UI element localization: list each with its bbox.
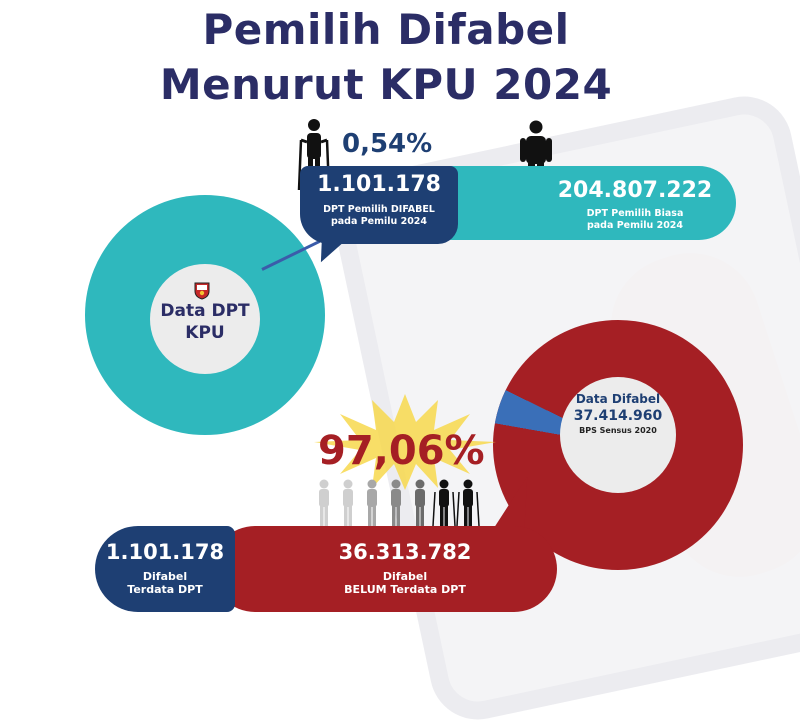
difabel-percentage: 0,54% <box>342 129 433 159</box>
unregistered-difabel-label-line2: BELUM Terdata DPT <box>344 583 466 596</box>
registered-difabel-count: 1.101.178 <box>105 540 225 564</box>
dpt-kpu-label-line1: Data DPT <box>160 301 250 321</box>
regular-voter-label: DPT Pemilih Biasa pada Pemilu 2024 <box>540 208 730 232</box>
dpt-kpu-inner-disc <box>150 264 260 374</box>
difabel-voter-count: 1.101.178 <box>317 172 441 197</box>
difabel-data-count: 37.414.960 <box>573 408 663 424</box>
registered-difabel-label-line1: Difabel <box>142 570 188 583</box>
dpt-kpu-label: Data DPT KPU <box>150 300 260 344</box>
unregistered-percentage: 97,06% <box>318 428 485 474</box>
dpt-kpu-label-line2: KPU <box>185 323 225 343</box>
title-line-2: Menurut KPU 2024 <box>159 60 613 109</box>
difabel-voter-label: DPT Pemilih DIFABEL pada Pemilu 2024 <box>300 204 458 228</box>
kpu-logo-icon <box>192 280 212 300</box>
registered-difabel-label-line2: Terdata DPT <box>127 583 203 596</box>
unregistered-difabel-bar <box>212 526 557 612</box>
title-line-1: Pemilih Difabel <box>202 5 570 54</box>
difabel-voter-label-line2: pada Pemilu 2024 <box>330 216 428 227</box>
people-row-icon <box>314 478 484 528</box>
registered-difabel-label: Difabel Terdata DPT <box>95 570 235 596</box>
unregistered-difabel-label: Difabel BELUM Terdata DPT <box>300 570 510 596</box>
regular-voter-label-line1: DPT Pemilih Biasa <box>586 208 684 219</box>
unregistered-difabel-count: 36.313.782 <box>338 540 472 564</box>
regular-voter-count: 204.807.222 <box>557 178 713 203</box>
difabel-data-source: BPS Sensus 2020 <box>579 426 657 435</box>
unregistered-difabel-label-line1: Difabel <box>382 570 428 583</box>
regular-voter-label-line2: pada Pemilu 2024 <box>586 220 684 231</box>
difabel-voters-bubble <box>300 166 458 244</box>
difabel-data-inner-disc <box>560 377 676 493</box>
difabel-data-title: Data Difabel <box>575 392 661 406</box>
difabel-voter-label-line1: DPT Pemilih DIFABEL <box>323 204 435 215</box>
registered-difabel-bar <box>95 526 235 612</box>
highlight-burst <box>310 392 500 492</box>
